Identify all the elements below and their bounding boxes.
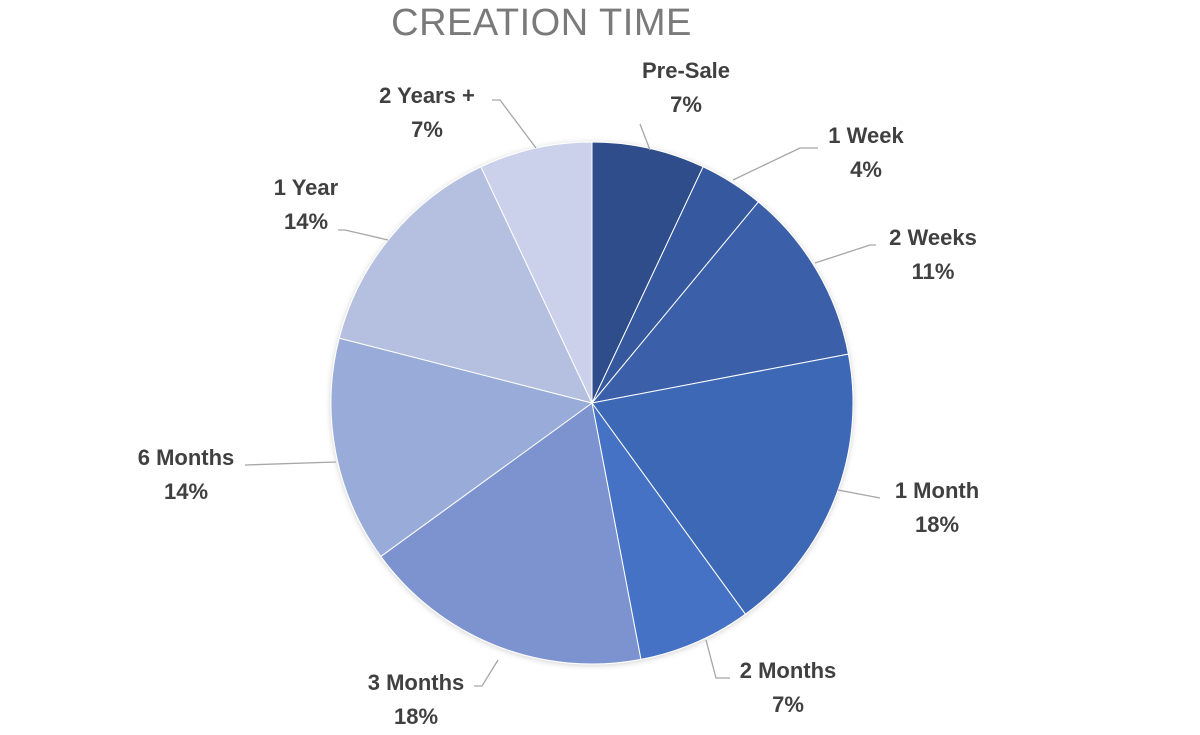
slice-label-category: 3 Months [368, 670, 465, 695]
slice-label-category: 2 Years + [379, 83, 475, 108]
slice-label-category: Pre-Sale [642, 58, 730, 83]
slice-label-category: 1 Week [828, 123, 904, 148]
pie-slices [330, 141, 854, 665]
chart-title: CREATION TIME [391, 2, 692, 44]
slice-label-percent: 7% [411, 117, 443, 142]
slice-label-category: 1 Year [274, 175, 339, 200]
pie-slice-2-months[interactable] [591, 402, 747, 660]
pie-slice-2-years[interactable] [480, 141, 593, 404]
leader-lines [244, 99, 881, 687]
leader-line [244, 461, 337, 466]
slice-label-percent: 14% [164, 479, 208, 504]
slice-label-category: 2 Months [740, 658, 837, 683]
slice-label-percent: 18% [915, 512, 959, 537]
slice-label-percent: 11% [912, 259, 955, 284]
slice-label-percent: 14% [284, 209, 328, 234]
leader-line [474, 659, 499, 687]
data-labels: Pre-Sale 7% 1 Week 4% 2 Weeks 11% 1 Month 18% 2 … [138, 58, 979, 729]
leader-line [338, 229, 389, 241]
pie-slice-1-year[interactable] [338, 166, 593, 404]
slice-label-percent: 4% [850, 157, 882, 182]
pie-slice-3-months[interactable] [380, 402, 642, 665]
slice-label-category: 1 Month [895, 478, 979, 503]
slice-label-category: 2 Weeks [889, 225, 977, 250]
slice-label-percent: 7% [772, 692, 804, 717]
leader-line [837, 489, 881, 499]
slice-label-percent: 7% [670, 92, 702, 117]
leader-line [639, 123, 651, 151]
leader-line [732, 147, 818, 181]
leader-line [492, 99, 537, 149]
slice-label-category: 6 Months [138, 445, 235, 470]
leader-line [814, 244, 876, 264]
slice-label-percent: 18% [394, 704, 438, 729]
pie-slice-1-month[interactable] [591, 353, 854, 615]
pie-slice-6-months[interactable] [330, 337, 594, 558]
leader-line [705, 639, 730, 679]
pie-slice-2-weeks[interactable] [590, 201, 849, 404]
